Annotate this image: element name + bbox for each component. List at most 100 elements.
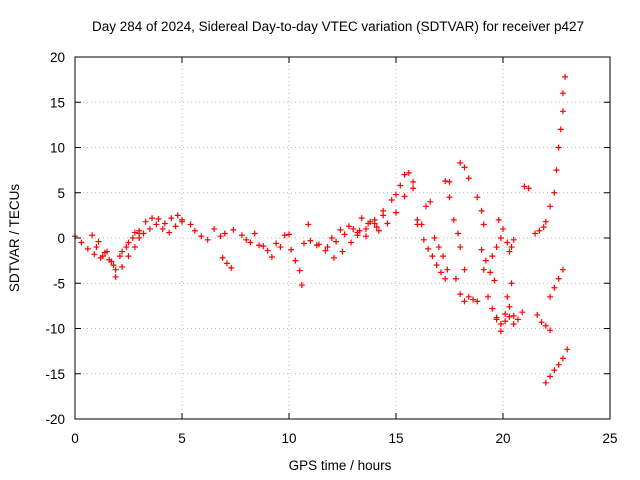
data-point bbox=[478, 207, 485, 214]
data-point bbox=[341, 231, 348, 238]
data-point bbox=[324, 244, 331, 251]
data-point bbox=[431, 235, 438, 241]
series-q bbox=[418, 198, 451, 273]
plot-frame bbox=[74, 56, 611, 420]
data-point bbox=[298, 282, 305, 289]
data-point bbox=[555, 275, 562, 282]
data-point bbox=[525, 185, 532, 192]
data-point bbox=[465, 293, 472, 300]
series-v bbox=[457, 159, 472, 182]
data-point bbox=[174, 212, 181, 219]
data-point bbox=[223, 260, 230, 267]
series-x bbox=[474, 194, 487, 228]
data-point bbox=[140, 230, 147, 237]
data-point bbox=[497, 235, 504, 241]
data-point bbox=[534, 311, 541, 318]
data-point bbox=[547, 293, 554, 300]
y-tick-label: -10 bbox=[45, 322, 65, 337]
data-point bbox=[519, 309, 526, 316]
data-point bbox=[384, 220, 391, 227]
series-c bbox=[93, 229, 138, 273]
data-point bbox=[155, 215, 162, 222]
data-point bbox=[296, 267, 303, 274]
data-point bbox=[420, 236, 427, 243]
data-point bbox=[435, 244, 442, 251]
data-point bbox=[442, 177, 449, 184]
data-point bbox=[198, 233, 205, 240]
data-point bbox=[474, 298, 481, 305]
data-point bbox=[425, 245, 432, 252]
data-point bbox=[110, 262, 117, 269]
data-point bbox=[553, 167, 560, 174]
data-point bbox=[457, 244, 464, 251]
data-point bbox=[457, 291, 464, 298]
series-b bbox=[89, 232, 143, 280]
data-point bbox=[307, 237, 314, 244]
y-tick-label: -5 bbox=[53, 276, 65, 291]
data-point bbox=[559, 108, 566, 115]
y-tick-label: -15 bbox=[45, 367, 65, 382]
data-point bbox=[187, 221, 194, 228]
data-point bbox=[508, 280, 515, 287]
data-point bbox=[446, 178, 453, 185]
data-point bbox=[497, 320, 504, 327]
axis-ticks: 0 5 10 15 20 25 -20 -15 -10 -5 0 5 10 15 20 bbox=[45, 50, 617, 446]
data-point bbox=[221, 230, 228, 237]
data-point bbox=[437, 269, 444, 276]
data-point bbox=[168, 215, 175, 222]
data-point bbox=[84, 245, 91, 252]
series-r bbox=[420, 236, 449, 282]
data-point bbox=[211, 225, 218, 232]
data-point bbox=[542, 218, 549, 225]
data-point bbox=[388, 196, 395, 203]
data-point bbox=[502, 318, 509, 325]
data-point bbox=[514, 316, 521, 323]
data-point bbox=[142, 218, 149, 225]
data-point bbox=[474, 194, 481, 201]
data-point bbox=[260, 243, 267, 250]
data-point bbox=[91, 251, 98, 258]
data-point bbox=[540, 224, 547, 231]
series-j bbox=[288, 221, 312, 274]
series-h bbox=[221, 226, 288, 254]
data-point bbox=[191, 227, 198, 234]
data-point bbox=[559, 355, 566, 362]
data-point bbox=[551, 367, 558, 374]
data-point bbox=[358, 215, 365, 222]
data-point bbox=[136, 235, 143, 241]
data-point bbox=[461, 298, 468, 305]
data-point bbox=[538, 319, 545, 326]
data-point bbox=[455, 230, 462, 237]
data-point bbox=[495, 216, 502, 223]
data-point bbox=[397, 182, 404, 189]
data-point bbox=[89, 232, 96, 239]
y-axis-label: SDTVAR / TECUs bbox=[7, 184, 22, 293]
data-point bbox=[337, 226, 344, 233]
data-point bbox=[536, 227, 543, 234]
data-point bbox=[452, 275, 459, 282]
series-a bbox=[72, 230, 143, 269]
data-point bbox=[350, 225, 357, 232]
data-point bbox=[161, 220, 168, 227]
data-point bbox=[510, 312, 517, 319]
data-point bbox=[119, 263, 126, 270]
data-point bbox=[281, 232, 288, 239]
data-point bbox=[345, 223, 352, 230]
data-point bbox=[339, 248, 346, 255]
data-point bbox=[405, 169, 412, 176]
data-point bbox=[532, 230, 539, 237]
data-point bbox=[136, 227, 143, 234]
data-point bbox=[446, 194, 453, 201]
data-point bbox=[450, 216, 457, 223]
data-point bbox=[243, 236, 250, 243]
y-tick-label: 5 bbox=[57, 186, 65, 201]
data-point bbox=[547, 327, 554, 334]
data-point bbox=[506, 303, 513, 310]
data-point bbox=[217, 233, 224, 240]
series-ac bbox=[510, 309, 526, 327]
data-point bbox=[131, 229, 138, 236]
data-point bbox=[371, 216, 378, 223]
data-point bbox=[401, 193, 408, 200]
data-point bbox=[500, 225, 506, 232]
